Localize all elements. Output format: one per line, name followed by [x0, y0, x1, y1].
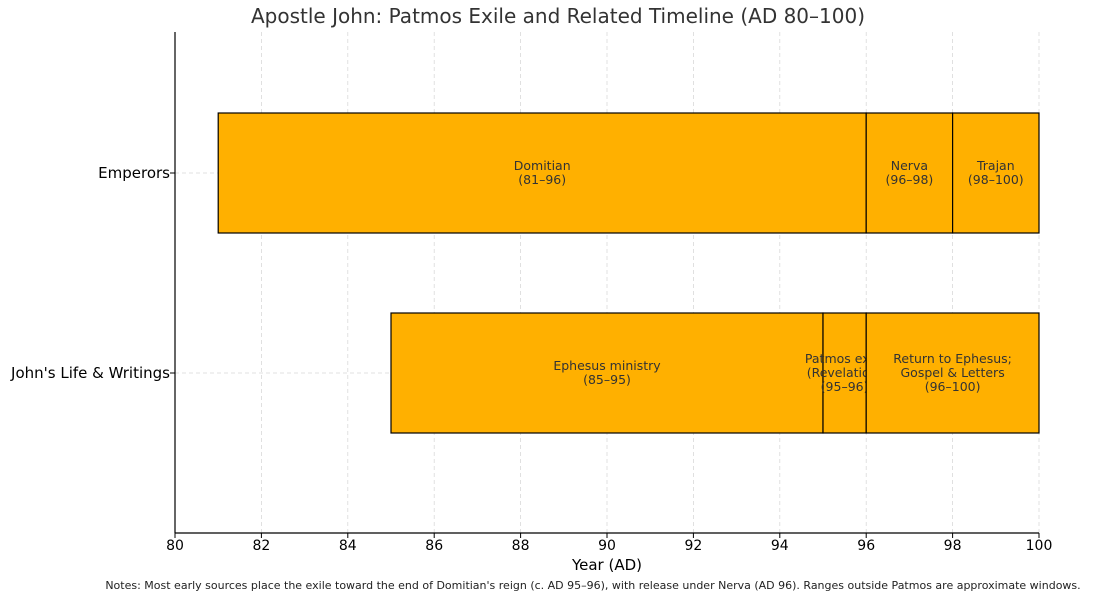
timeline-bar — [217, 112, 867, 234]
bar-label: (Revelation) — [807, 365, 883, 380]
x-tick-label: 92 — [684, 538, 702, 554]
x-tick-label: 100 — [1026, 538, 1053, 554]
timeline-bar — [951, 112, 1040, 234]
timeline-bar — [390, 312, 824, 434]
x-tick-label: 80 — [166, 538, 184, 554]
bar-label: Domitian — [514, 158, 571, 173]
bar-label: (96–100) — [925, 379, 981, 394]
bar-label: Nerva — [891, 158, 928, 173]
bar-label: (85–95) — [583, 372, 631, 387]
bar-label: Patmos exile — [805, 351, 885, 366]
y-tick-label: Emperors — [98, 164, 170, 182]
x-tick-label: 86 — [425, 538, 443, 554]
bar-label: Trajan — [976, 158, 1015, 173]
x-tick-label: 84 — [339, 538, 357, 554]
bar-label: (96–98) — [885, 172, 933, 187]
x-tick-label: 98 — [944, 538, 962, 554]
x-tick-label: 90 — [598, 538, 616, 554]
timeline-bar — [865, 112, 954, 234]
bar-label: (95–96) — [821, 379, 869, 394]
bar-label: Return to Ephesus; — [893, 351, 1012, 366]
x-tick-label: 96 — [857, 538, 875, 554]
x-tick-label: 88 — [512, 538, 530, 554]
bar-label: (98–100) — [968, 172, 1024, 187]
chart-title: Apostle John: Patmos Exile and Related T… — [250, 4, 866, 28]
x-tick-label: 82 — [252, 538, 270, 554]
bar-label: (81–96) — [518, 172, 566, 187]
y-tick-label: John's Life & Writings — [10, 364, 170, 382]
bar-label: Gospel & Letters — [900, 365, 1004, 380]
x-tick-label: 94 — [771, 538, 789, 554]
bar-label: Ephesus ministry — [553, 358, 661, 373]
chart-notes: Notes: Most early sources place the exil… — [105, 579, 1081, 592]
timeline-bar — [865, 312, 1040, 434]
x-axis-label: Year (AD) — [571, 556, 642, 574]
